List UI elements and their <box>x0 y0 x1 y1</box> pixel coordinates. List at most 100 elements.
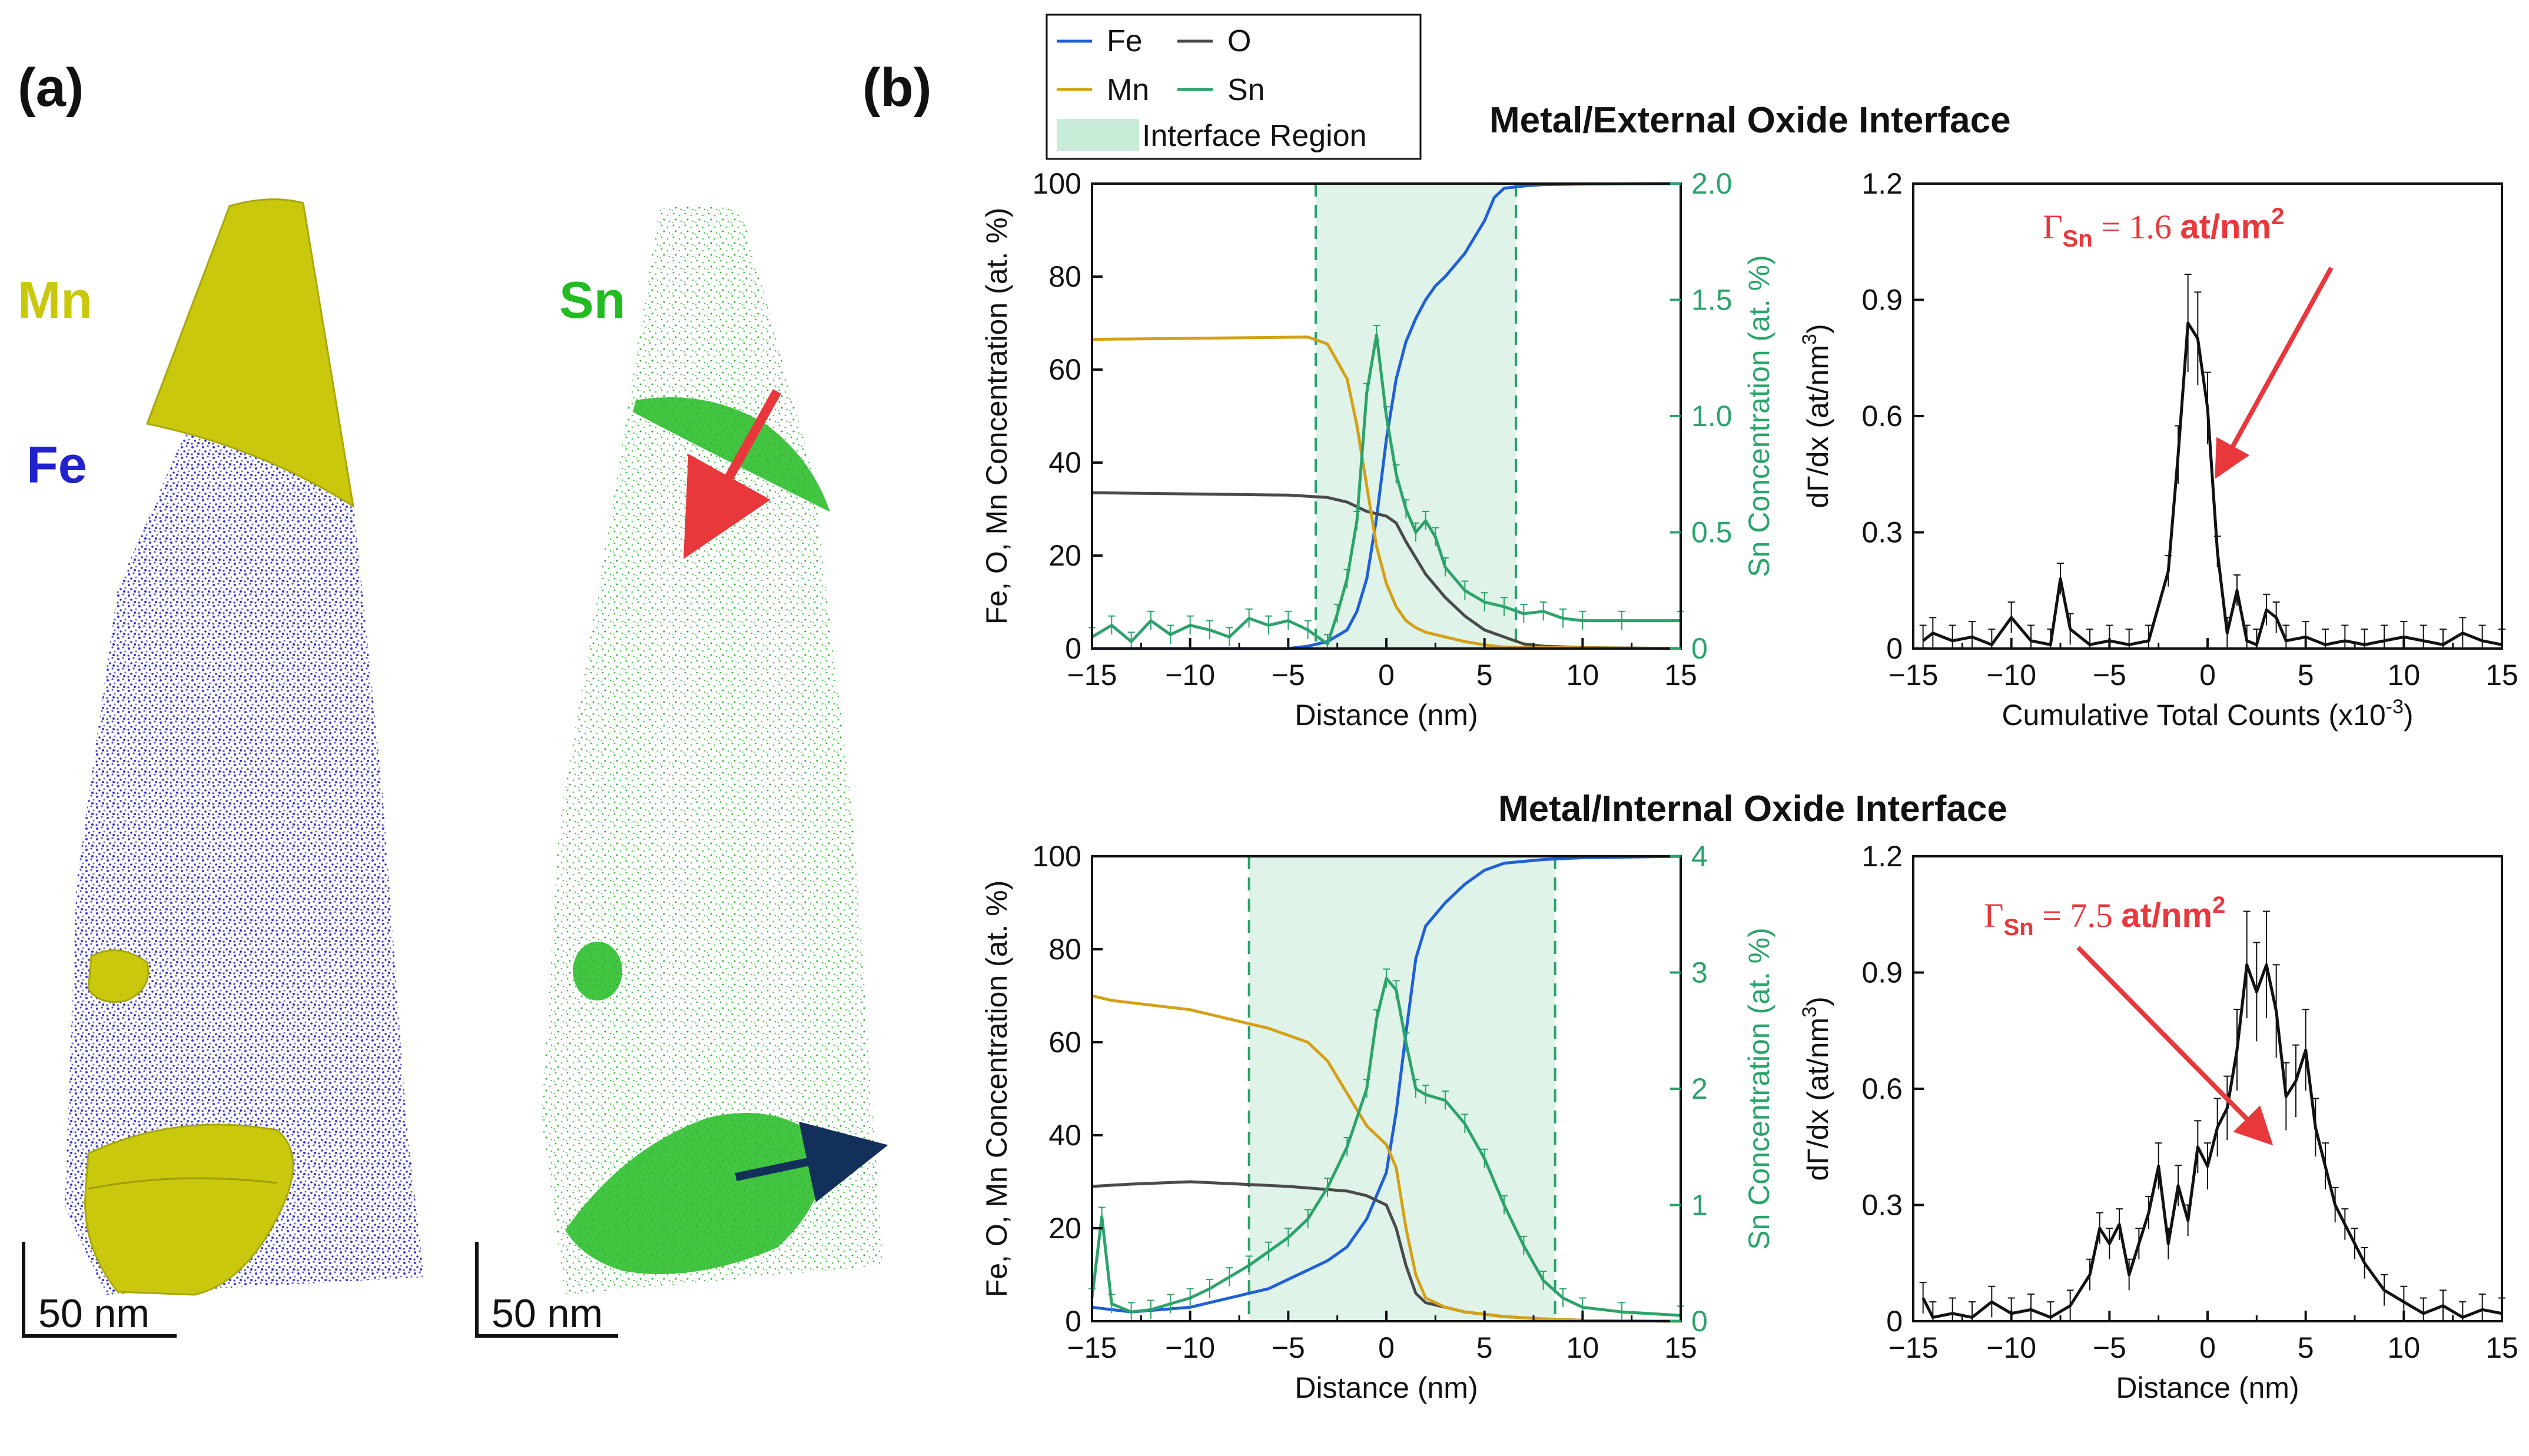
ext_deriv-y-axis-label: dΓ/dx (at/nm3) <box>1798 324 1834 508</box>
ext_conc-x-tick-label: 10 <box>1566 659 1599 692</box>
ext_conc-y2-tick-label: 2.0 <box>1691 167 1733 200</box>
ext_conc-x-tick-label: 0 <box>1378 659 1395 692</box>
annotation-external-unit: at/nm <box>2180 208 2271 246</box>
int_deriv-x-tick-label: 10 <box>2388 1331 2421 1364</box>
int_deriv-y-tick-label: 0.3 <box>1861 1189 1903 1222</box>
int_deriv-y-axis-label-sup: 3 <box>1798 1006 1821 1018</box>
int_conc-y-tick-label: 20 <box>1048 1212 1081 1245</box>
ext_deriv-x-axis-label-sup: -3 <box>2386 696 2404 718</box>
int_conc-x-tick-label: 5 <box>1476 1331 1493 1364</box>
red-arrow-sn <box>683 389 781 559</box>
chart-internal-derivative: −15 −10 −5 0 5 10 15 0 0.3 0.6 0.9 1.2 Distance (nm)… <box>1798 840 2518 1404</box>
heading-external: Metal/External Oxide Interface <box>1489 100 2011 141</box>
annotation-internal-sub: Sn <box>2004 915 2034 940</box>
chart-external-concentration: −15 −10 −5 0 5 10 1502040608010000.51.01.52.0D… <box>980 167 1775 732</box>
int_conc-x-axis-label: Distance (nm) <box>1295 1371 1478 1404</box>
chart-internal-concentration: −15 −10 −5 0 5 10 1502040608010001234Distance … <box>980 840 1775 1404</box>
legend-interface-swatch <box>1057 119 1139 151</box>
ext_conc-y2-tick-label: 1.5 <box>1691 284 1733 317</box>
annotation-internal-eq: = 7.5 <box>2034 896 2122 935</box>
sn-enrichment-bottom <box>565 1113 825 1274</box>
fe-label: Fe <box>26 436 87 494</box>
ext_deriv-y-tick-label: 0.3 <box>1861 516 1903 549</box>
mn-label: Mn <box>18 271 92 329</box>
ext_deriv-x-tick-label: −10 <box>1986 659 2036 692</box>
int_conc-x-tick-label: 0 <box>1378 1331 1395 1364</box>
ext_deriv-x-tick-label: 10 <box>2388 659 2421 692</box>
annotation-internal-gamma: Γ <box>1984 896 2004 935</box>
int_conc-y2-axis-label: Sn Concentration (at. %) <box>1743 928 1775 1250</box>
int_deriv-y-tick-label: 0.6 <box>1861 1072 1903 1105</box>
annotation-external-text: ΓSn = 1.6 at/nm2 <box>2043 204 2284 252</box>
mn-isosurface-top <box>145 198 355 508</box>
annotation-internal: ΓSn = 7.5 at/nm2 <box>1984 892 2274 1146</box>
annotation-external-gamma: Γ <box>2043 208 2063 246</box>
ext_conc-series-fe-line <box>1092 182 1681 650</box>
ext_conc-y-tick-label: 40 <box>1048 446 1081 479</box>
fe-atom-map <box>65 412 424 1295</box>
legend-o-label: O <box>1227 24 1251 58</box>
ext_conc-y2-axis-label: Sn Concentration (at. %) <box>1743 255 1775 577</box>
ext_conc-series-sn-line <box>1091 333 1681 646</box>
int_conc-y-tick-label: 80 <box>1048 933 1081 966</box>
ext_deriv-x-axis-label-end: ) <box>2404 699 2414 732</box>
annotation-external: ΓSn = 1.6 at/nm2 <box>2043 204 2334 480</box>
ext_conc-y-tick-label: 100 <box>1033 167 1081 200</box>
annotation-external-eq: = 1.6 <box>2093 208 2180 246</box>
panel-a-label: (a) <box>18 58 84 118</box>
int_deriv-x-tick-label: 5 <box>2298 1331 2314 1364</box>
int_conc-series-fe-line <box>1091 855 1681 1314</box>
legend-fe-label: Fe <box>1107 24 1143 58</box>
annotation-external-sup: 2 <box>2271 204 2284 230</box>
int_conc-x-tick-label: −15 <box>1067 1331 1117 1364</box>
scale-bar-right-label: 50 nm <box>492 1291 603 1336</box>
int_conc-interface-region <box>1249 856 1555 1321</box>
int_deriv-series-dgammadx-line <box>1921 963 2503 1319</box>
ext_conc-y-tick-label: 80 <box>1048 260 1081 293</box>
int_deriv-y-tick-label: 0.9 <box>1861 956 1903 989</box>
int_conc-y-tick-label: 60 <box>1048 1026 1081 1059</box>
ext_deriv-y-axis-label-end: ) <box>1801 324 1834 334</box>
ext_deriv-series-dgammadx-line <box>1922 321 2503 646</box>
int_deriv-x-tick-label: 15 <box>2485 1331 2518 1364</box>
ext_conc-y-axis-label: Fe, O, Mn Concentration (at. %) <box>980 208 1013 625</box>
int_deriv-x-tick-label: −15 <box>1889 1331 1939 1364</box>
legend-mn-label: Mn <box>1107 73 1149 107</box>
int_conc-x-tick-label: 10 <box>1566 1331 1599 1364</box>
heading-internal: Metal/Internal Oxide Interface <box>1498 789 2007 829</box>
ext_conc-y2-tick-label: 0.5 <box>1691 516 1733 549</box>
ext_conc-y2-tick-label: 0 <box>1691 632 1708 665</box>
int_deriv-y-tick-label: 0 <box>1886 1305 1903 1338</box>
annotation-internal-sup: 2 <box>2212 892 2225 918</box>
ext_conc-y-tick-label: 20 <box>1048 539 1081 572</box>
ext_deriv-y-tick-label: 0 <box>1886 632 1903 665</box>
navy-arrow-sn <box>735 1121 888 1202</box>
ext_deriv-x-tick-label: 0 <box>2199 659 2216 692</box>
int_conc-y2-tick-label: 4 <box>1691 840 1708 873</box>
sn-label: Sn <box>559 271 625 329</box>
ext_deriv-y-tick-label: 0.9 <box>1861 284 1903 317</box>
annotation-internal-text: ΓSn = 7.5 at/nm2 <box>1984 892 2225 940</box>
ext_conc-x-tick-label: −10 <box>1165 659 1215 692</box>
ext_deriv-y-tick-label: 1.2 <box>1861 167 1903 200</box>
int_conc-series-sn-line <box>1090 976 1681 1317</box>
ext_conc-y2-tick-label: 1.0 <box>1691 400 1733 433</box>
mn-isosurface-small <box>87 949 150 1003</box>
int_conc-y2-tick-label: 2 <box>1691 1072 1708 1105</box>
ext_deriv-x-tick-label: −5 <box>2093 659 2126 692</box>
ext_conc-y-tick-label: 60 <box>1048 353 1081 386</box>
sn-enrichment-small <box>573 942 622 1000</box>
ext_deriv-x-tick-label: 5 <box>2298 659 2314 692</box>
panel-a: (a) Mn Fe 50 nm Sn 50 nm <box>18 58 888 1338</box>
int_conc-y-axis-label: Fe, O, Mn Concentration (at. %) <box>980 880 1013 1298</box>
annotation-external-arrow <box>2215 267 2334 480</box>
ext_conc-series-mn-line <box>1091 335 1681 650</box>
int_deriv-x-tick-label: −5 <box>2093 1331 2126 1364</box>
int_conc-x-tick-label: −5 <box>1272 1331 1305 1364</box>
annotation-internal-unit: at/nm <box>2121 896 2212 935</box>
int_deriv-x-tick-label: −10 <box>1986 1331 2036 1364</box>
int_conc-y2-tick-label: 0 <box>1691 1305 1708 1338</box>
int_conc-x-tick-label: −10 <box>1165 1331 1215 1364</box>
ext_conc-y-tick-label: 0 <box>1065 632 1081 665</box>
